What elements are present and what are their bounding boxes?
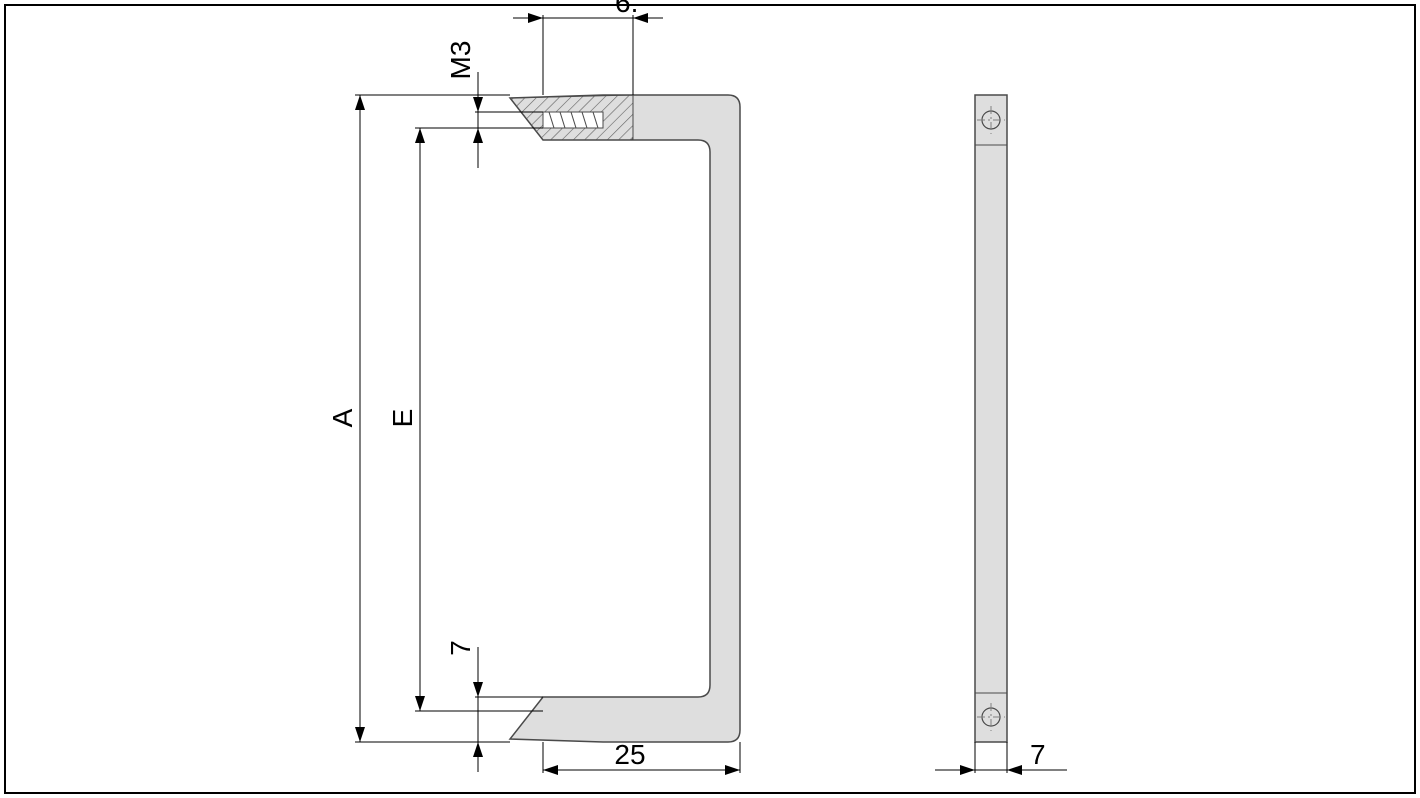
dim-label: M3 — [445, 41, 476, 80]
dim-label: 7 — [1030, 739, 1046, 770]
dim-label: 25 — [614, 739, 645, 770]
dim-label: A — [327, 408, 358, 427]
front-view — [510, 95, 740, 742]
handle-profile — [510, 95, 740, 742]
dim-label: 7 — [445, 640, 476, 656]
dim-label: E — [387, 409, 418, 428]
side-bar — [975, 95, 1007, 742]
dim-label: 6. — [615, 0, 638, 18]
side-view — [975, 95, 1007, 742]
technical-drawing: A E M3 6. 7 25 7 — [0, 0, 1420, 798]
